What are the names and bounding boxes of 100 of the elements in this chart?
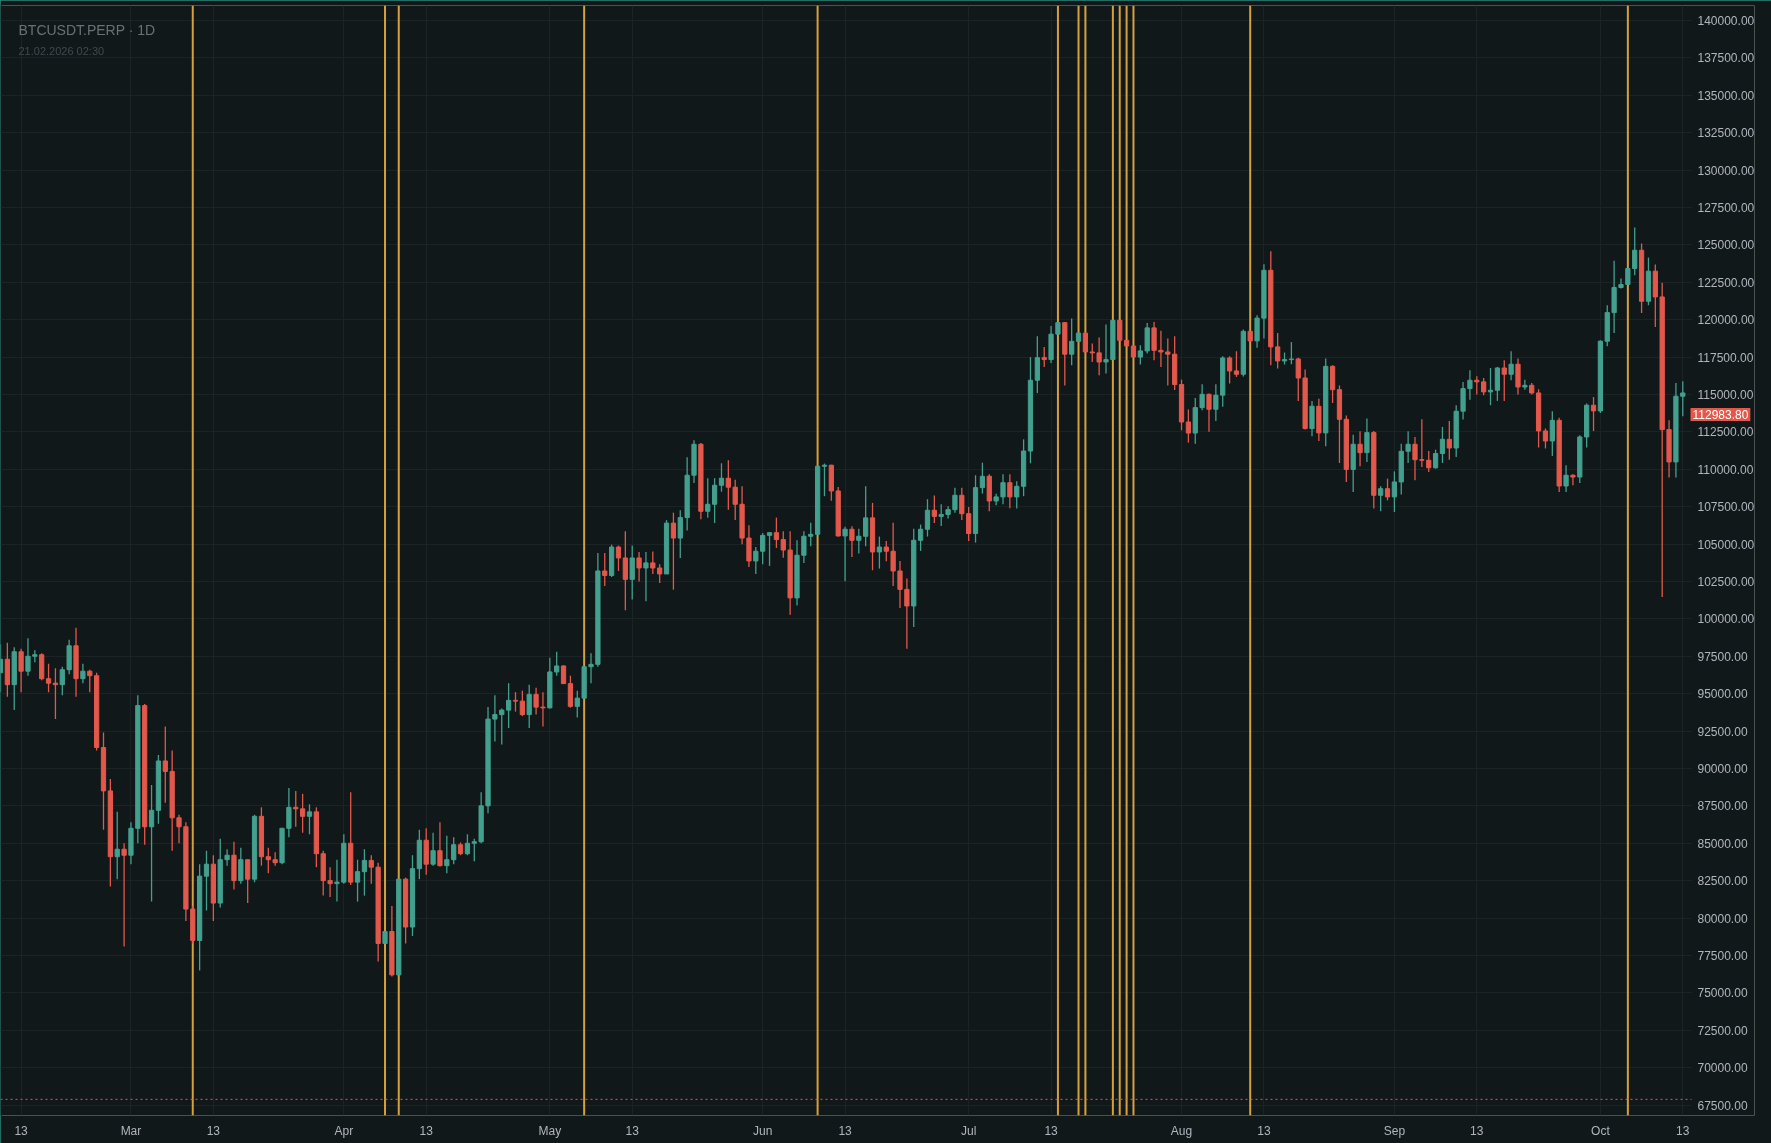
candlestick xyxy=(533,687,539,716)
candlestick xyxy=(746,524,752,568)
y-tick-label: 80000.00 xyxy=(1697,911,1748,926)
y-tick-label: 125000.00 xyxy=(1697,238,1755,253)
candlestick xyxy=(842,526,848,582)
candlestick xyxy=(1226,355,1233,385)
x-tick-label: 13 xyxy=(1044,1123,1059,1138)
x-tick-label: 13 xyxy=(625,1123,640,1138)
candlestick xyxy=(1590,396,1597,432)
y-tick-label: 110000.00 xyxy=(1697,462,1754,477)
candlestick xyxy=(423,827,429,876)
y-tick-label: 75000.00 xyxy=(1697,986,1748,1001)
y-tick-label: 122500.00 xyxy=(1697,275,1755,290)
candlestick xyxy=(718,462,725,493)
x-tick-label: Jun xyxy=(753,1123,773,1138)
candlestick xyxy=(121,842,127,948)
candlestick xyxy=(773,516,780,549)
candlestick xyxy=(615,544,622,572)
candlestick xyxy=(1426,450,1432,473)
candlestick xyxy=(1432,449,1439,470)
candlestick xyxy=(1034,335,1040,394)
candlestick xyxy=(444,835,450,874)
x-tick-label: Sep xyxy=(1383,1123,1406,1138)
candlestick xyxy=(80,663,86,684)
candlestick xyxy=(1041,346,1047,368)
candlestick xyxy=(1549,410,1555,457)
text: BTCUSDT.PERP · 1D xyxy=(18,21,156,38)
candlestick xyxy=(203,850,210,912)
candlestick xyxy=(931,494,937,524)
candlestick xyxy=(437,821,443,868)
y-tick-label: 100000.00 xyxy=(1697,612,1755,627)
candlestick xyxy=(560,664,567,685)
candlestick xyxy=(1501,359,1507,402)
candlestick xyxy=(430,832,436,867)
candlestick xyxy=(629,544,635,601)
y-tick-label: 107500.00 xyxy=(1697,500,1755,515)
x-tick-label: 13 xyxy=(838,1123,853,1138)
candlestick xyxy=(574,690,580,719)
candlestick xyxy=(670,511,677,591)
y-tick-label: 137500.00 xyxy=(1697,51,1755,66)
x-tick-label: 13 xyxy=(1676,1123,1690,1138)
candlestick xyxy=(1542,427,1549,450)
y-tick-label: 112500.00 xyxy=(1697,425,1754,440)
candlestick xyxy=(1309,400,1315,437)
candlestick xyxy=(1254,314,1260,349)
candlestick xyxy=(1288,341,1295,365)
y-tick-label: 132500.00 xyxy=(1697,126,1755,141)
candlestick xyxy=(1069,317,1075,366)
candlestick xyxy=(1487,367,1494,406)
candlestick xyxy=(1096,336,1102,376)
x-tick-label: Oct xyxy=(1591,1123,1611,1138)
candlestick xyxy=(464,833,471,856)
y-tick-label: 70000.00 xyxy=(1697,1061,1748,1076)
candlestick xyxy=(526,684,532,729)
candlestick xyxy=(1515,357,1521,396)
y-tick-label: 90000.00 xyxy=(1697,761,1748,776)
y-tick-label: 117500.00 xyxy=(1697,350,1754,365)
candlestick xyxy=(512,691,519,713)
candlestick xyxy=(924,498,931,538)
y-tick-label: 67500.00 xyxy=(1697,1098,1748,1113)
candlestick xyxy=(451,836,457,865)
candlestick xyxy=(354,859,361,903)
candlestick xyxy=(39,652,45,681)
x-tick-label: 13 xyxy=(14,1123,29,1138)
candlestick xyxy=(114,811,120,880)
candlestick xyxy=(979,462,986,495)
candlestick xyxy=(1357,430,1363,467)
candlestick xyxy=(245,859,251,904)
x-tick-label: May xyxy=(538,1123,562,1138)
candlestick xyxy=(1563,464,1569,493)
x-tick-label: 13 xyxy=(419,1123,434,1138)
candlestick xyxy=(1185,408,1192,444)
candlestick xyxy=(1117,319,1123,341)
candlestick xyxy=(567,675,574,709)
x-tick-label: 13 xyxy=(1257,1123,1271,1138)
candlestick xyxy=(636,551,642,583)
candlestick xyxy=(45,663,52,693)
y-tick-label: 140000.00 xyxy=(1697,13,1755,28)
candlestick xyxy=(18,648,24,693)
y-tick-label: 87500.00 xyxy=(1697,799,1748,814)
candlestick xyxy=(1329,364,1336,404)
y-tick-label: 77500.00 xyxy=(1697,948,1748,963)
candlestick xyxy=(821,462,828,497)
candlestick xyxy=(849,525,855,558)
y-tick-label: 92500.00 xyxy=(1697,724,1748,739)
candlestick xyxy=(519,690,525,717)
x-tick-label: 13 xyxy=(1470,1123,1484,1138)
y-tick-label: 72500.00 xyxy=(1697,1023,1748,1038)
y-tick-label: 115000.00 xyxy=(1697,387,1754,402)
y-tick-label: 102500.00 xyxy=(1697,574,1755,589)
candlestick xyxy=(1439,426,1446,464)
y-tick-label: 130000.00 xyxy=(1697,163,1755,178)
candlestick xyxy=(1570,473,1576,486)
y-tick-label: 127500.00 xyxy=(1697,200,1755,215)
x-tick-label: Aug xyxy=(1170,1123,1193,1138)
x-tick-label: Mar xyxy=(120,1123,142,1138)
y-tick-label: 97500.00 xyxy=(1697,649,1748,664)
x-tick-label: Apr xyxy=(334,1123,354,1138)
candlestick xyxy=(1206,392,1212,433)
candlestick xyxy=(361,848,368,897)
